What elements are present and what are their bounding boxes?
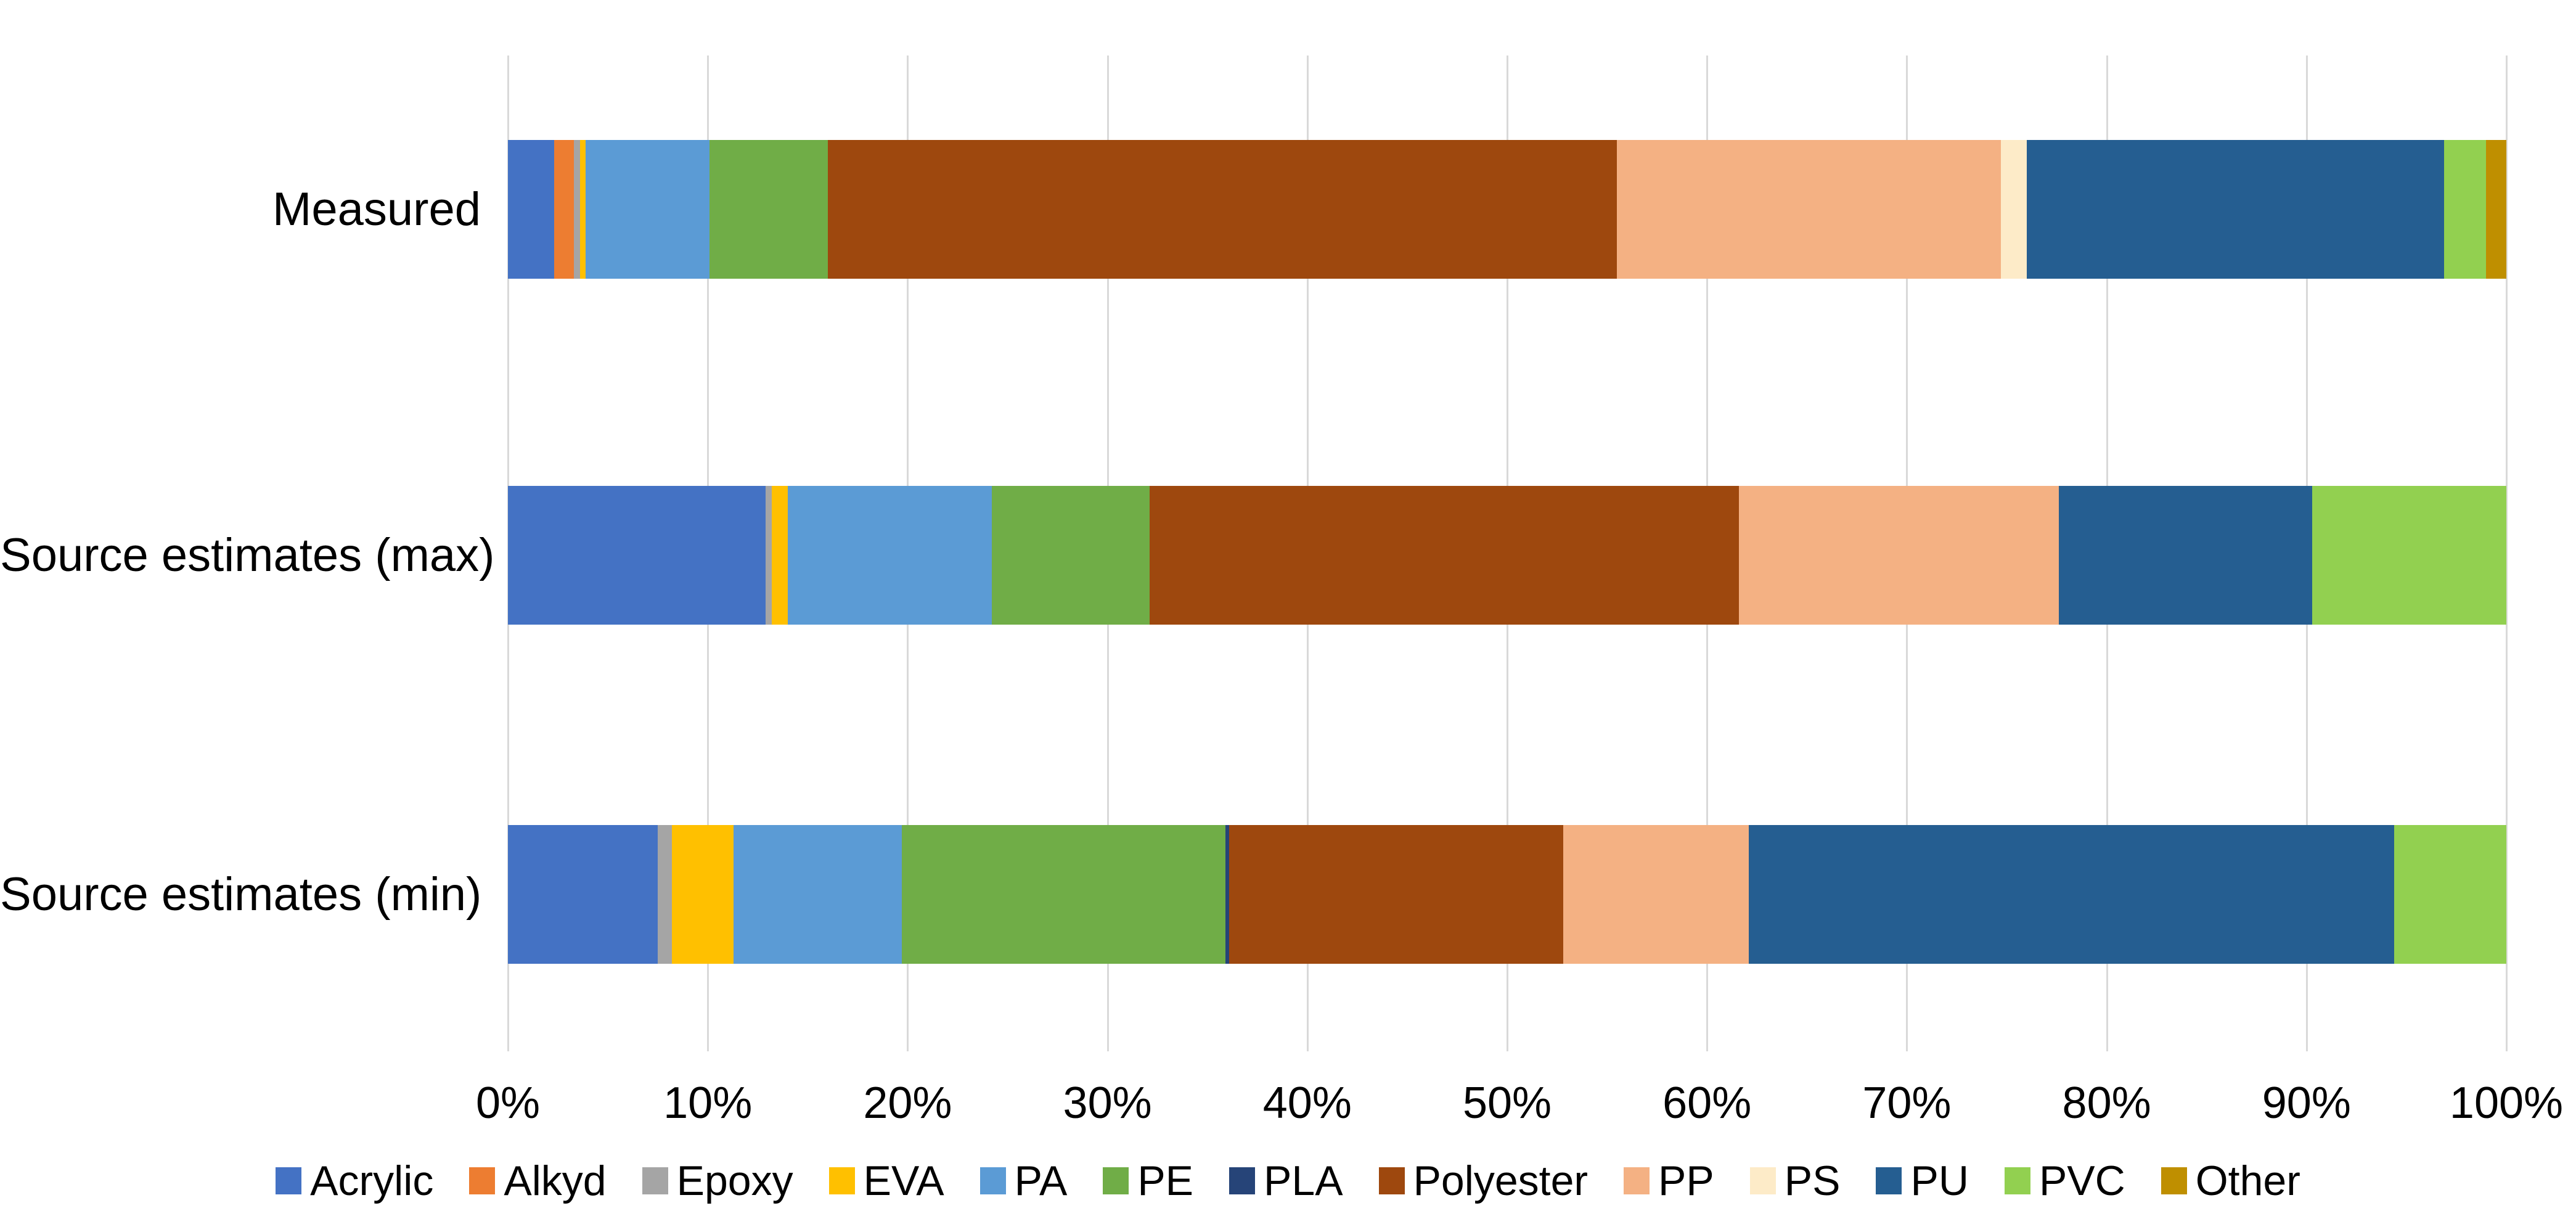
legend-label-pu: PU	[1910, 1157, 1969, 1204]
x-tick-30%: 30%	[1063, 1078, 1152, 1128]
bar-segment-pvc	[2312, 486, 2506, 625]
bar-segment-acrylic	[508, 140, 554, 279]
legend-swatch-pe	[1103, 1167, 1129, 1194]
bar-measured	[508, 140, 2506, 279]
legend-item-alkyd: Alkyd	[469, 1157, 607, 1205]
legend-item-epoxy: Epoxy	[642, 1157, 793, 1205]
legend-item-pe: PE	[1103, 1157, 1193, 1205]
legend-swatch-pla	[1229, 1167, 1256, 1194]
category-label-1: Measured	[272, 183, 481, 236]
bar-segment-acrylic	[508, 825, 658, 964]
legend-label-pvc: PVC	[2038, 1157, 2125, 1204]
bar-segment-pu	[1749, 825, 2395, 964]
x-tick-40%: 40%	[1262, 1078, 1352, 1128]
x-tick-70%: 70%	[1862, 1078, 1952, 1128]
legend-swatch-epoxy	[642, 1167, 668, 1194]
bar-segment-acrylic	[508, 486, 766, 625]
x-tick-90%: 90%	[2262, 1078, 2351, 1128]
bar-segment-epoxy	[658, 825, 672, 964]
legend-label-polyester: Polyester	[1413, 1157, 1589, 1204]
bar-segment-pu	[2058, 486, 2313, 625]
legend-item-eva: EVA	[828, 1157, 944, 1205]
category-label-2: Source estimates (max)	[0, 529, 495, 581]
plot-area	[507, 55, 2508, 1051]
legend-swatch-other	[2161, 1167, 2187, 1194]
legend-label-acrylic: Acrylic	[310, 1157, 434, 1204]
legend-swatch-acrylic	[276, 1167, 302, 1194]
legend-label-other: Other	[2195, 1157, 2300, 1204]
bar-segment-eva	[579, 140, 586, 279]
legend-item-ps: PS	[1749, 1157, 1841, 1205]
legend-label-pp: PP	[1658, 1157, 1714, 1204]
legend-item-other: Other	[2161, 1157, 2300, 1205]
legend-swatch-ps	[1749, 1167, 1776, 1194]
legend-label-epoxy: Epoxy	[676, 1157, 793, 1204]
bar-source-estimates-min	[508, 825, 2506, 964]
legend-swatch-pu	[1876, 1167, 1902, 1194]
legend-swatch-pvc	[2004, 1167, 2030, 1194]
bar-segment-pe	[901, 825, 1225, 964]
x-tick-10%: 10%	[663, 1078, 753, 1128]
bar-segment-pe	[709, 140, 828, 279]
bar-segment-pa	[734, 825, 902, 964]
legend-swatch-alkyd	[469, 1167, 496, 1194]
legend-label-eva: EVA	[863, 1157, 944, 1204]
legend-item-pu: PU	[1876, 1157, 1969, 1205]
bar-segment-pe	[991, 486, 1150, 625]
bar-segment-polyester	[1229, 825, 1563, 964]
bar-segment-pp	[1617, 140, 2001, 279]
x-tick-20%: 20%	[863, 1078, 952, 1128]
x-tick-50%: 50%	[1462, 1078, 1552, 1128]
bar-segment-pa	[586, 140, 710, 279]
bar-segment-pu	[2026, 140, 2445, 279]
legend-item-pla: PLA	[1229, 1157, 1343, 1205]
x-tick-80%: 80%	[2062, 1078, 2151, 1128]
legend-label-ps: PS	[1784, 1157, 1841, 1204]
legend-item-pp: PP	[1624, 1157, 1714, 1205]
bar-segment-other	[2486, 140, 2506, 279]
bar-segment-polyester	[1149, 486, 1739, 625]
legend-label-pla: PLA	[1264, 1157, 1343, 1204]
legend-item-acrylic: Acrylic	[276, 1157, 433, 1205]
legend-swatch-pa	[979, 1167, 1006, 1194]
legend-label-pa: PA	[1014, 1157, 1068, 1204]
bar-segment-epoxy	[766, 486, 772, 625]
x-tick-100%: 100%	[2449, 1078, 2564, 1128]
legend-item-pa: PA	[979, 1157, 1068, 1205]
bar-segment-pp	[1739, 486, 2059, 625]
bar-segment-pp	[1563, 825, 1749, 964]
x-tick-60%: 60%	[1662, 1078, 1752, 1128]
legend-item-polyester: Polyester	[1378, 1157, 1589, 1205]
bar-segment-polyester	[827, 140, 1617, 279]
legend-item-pvc: PVC	[2004, 1157, 2125, 1205]
bar-segment-ps	[2000, 140, 2027, 279]
bar-segment-pvc	[2444, 140, 2487, 279]
bar-segment-pa	[787, 486, 992, 625]
bar-segment-epoxy	[573, 140, 580, 279]
bar-segment-eva	[671, 825, 734, 964]
legend: Acrylic Alkyd Epoxy EVA PA PE PLA Polyester PP PS…	[0, 1157, 2576, 1205]
x-tick-0%: 0%	[475, 1078, 541, 1128]
legend-swatch-polyester	[1378, 1167, 1405, 1194]
bar-segment-eva	[771, 486, 788, 625]
bar-segment-pvc	[2394, 825, 2506, 964]
legend-label-pe: PE	[1137, 1157, 1194, 1204]
legend-swatch-eva	[828, 1167, 855, 1194]
legend-swatch-pp	[1624, 1167, 1650, 1194]
gridline-100%	[2506, 55, 2508, 1051]
category-label-3: Source estimates (min)	[0, 868, 482, 921]
legend-label-alkyd: Alkyd	[504, 1157, 607, 1204]
bar-source-estimates-max	[508, 486, 2506, 625]
bar-segment-pla	[1225, 825, 1230, 964]
bar-segment-alkyd	[554, 140, 574, 279]
